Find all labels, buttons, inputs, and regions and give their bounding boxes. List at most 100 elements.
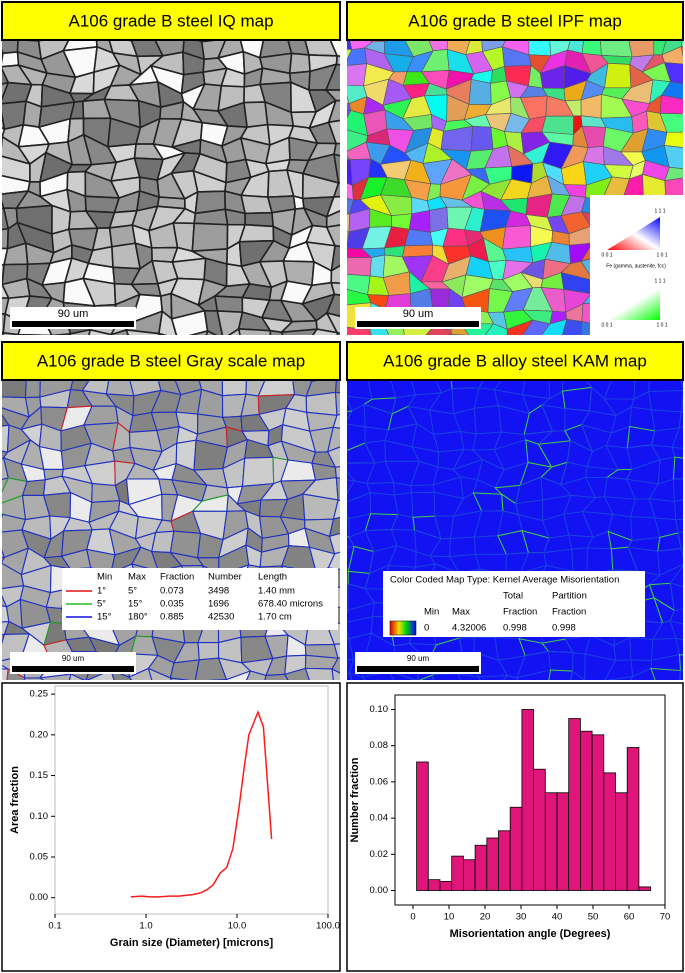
bar	[509, 806, 523, 891]
legend-cell: 15°	[128, 599, 143, 610]
grain	[331, 667, 340, 680]
grain	[17, 333, 54, 335]
grain	[288, 52, 311, 75]
plot-area	[394, 694, 666, 906]
grain	[237, 328, 272, 335]
grain	[335, 55, 340, 66]
legend-cell: 0.885	[160, 612, 184, 623]
grain	[548, 669, 574, 680]
grain	[241, 456, 275, 487]
ipf-label: 1 0 1	[656, 252, 667, 258]
grain	[502, 674, 518, 680]
grain	[88, 328, 113, 335]
x-tick-label: 1.0	[139, 921, 152, 932]
grain	[305, 391, 338, 416]
grain	[404, 229, 434, 247]
legend-cell: 1°	[97, 586, 106, 597]
kam-value: 4.32006	[452, 623, 486, 634]
grain	[680, 46, 683, 57]
grain	[541, 318, 568, 335]
scale-bar-label: 90 um	[403, 308, 434, 320]
grain	[477, 674, 509, 680]
grain	[664, 62, 683, 85]
grain	[369, 254, 386, 278]
grain	[648, 380, 683, 392]
grain	[484, 323, 508, 335]
grain	[679, 380, 683, 389]
kam-colorbar	[389, 620, 417, 636]
grain	[680, 40, 683, 47]
y-tick-label: 0.10	[30, 811, 49, 822]
kam-value: 0.998	[552, 623, 576, 634]
grain	[311, 328, 339, 335]
grain	[2, 668, 9, 680]
x-tick-label: 30	[516, 912, 527, 923]
grain	[663, 131, 683, 148]
bar	[427, 879, 441, 891]
bar	[451, 855, 464, 891]
x-tick-label: 50	[588, 912, 599, 923]
y-tick-label: 0.00	[370, 885, 389, 896]
grain	[630, 667, 656, 680]
bar	[556, 792, 570, 891]
grain	[169, 677, 190, 680]
grain	[506, 319, 534, 335]
y-tick-label: 0.06	[370, 776, 389, 787]
legend-cell: 5°	[128, 586, 137, 597]
grain	[502, 225, 532, 250]
y-tick-label: 0.08	[370, 740, 389, 751]
ipf-label: 0 0 1	[601, 252, 612, 258]
grain	[325, 210, 340, 229]
grain	[333, 142, 340, 157]
title-bar	[1, 1, 341, 41]
x-tick-label: 70	[660, 912, 671, 923]
bar	[615, 792, 628, 891]
grain	[125, 329, 160, 335]
grain	[329, 40, 340, 57]
grain	[659, 113, 683, 133]
bar	[591, 734, 605, 891]
grain	[606, 675, 634, 680]
grain	[331, 657, 340, 674]
bar	[521, 709, 535, 891]
legend-header: Min	[97, 572, 112, 583]
grain	[330, 244, 340, 273]
grain	[224, 670, 252, 680]
kam-header: Partition	[552, 591, 587, 602]
legend-cell: 0.073	[160, 586, 184, 597]
grain	[673, 499, 683, 521]
scale-bar	[357, 666, 479, 672]
legend-cell: 1696	[208, 599, 229, 610]
panel-title: A106 grade B alloy steel KAM map	[383, 351, 647, 370]
grain	[571, 547, 588, 575]
scale-bar	[12, 666, 134, 672]
ipf-label: 0 0 1	[601, 322, 612, 328]
grain	[663, 145, 683, 169]
grain	[679, 669, 683, 680]
boundary-legend	[62, 568, 338, 630]
grain	[669, 608, 683, 625]
y-tick-label: 0.00	[30, 892, 49, 903]
bar	[603, 772, 616, 891]
grain	[330, 264, 340, 285]
grain	[411, 491, 436, 518]
grain	[457, 673, 481, 680]
grain	[516, 669, 552, 680]
bar	[439, 881, 453, 891]
legend-cell: 15°	[97, 612, 112, 623]
grain	[227, 327, 241, 335]
y-tick-label: 0.15	[30, 770, 49, 781]
grain	[280, 328, 319, 335]
kam-header: Total	[503, 591, 523, 602]
legend-header: Fraction	[160, 572, 194, 583]
panel-title: A106 grade B steel Gray scale map	[37, 351, 305, 370]
grain	[283, 667, 310, 680]
y-axis-title: Number fraction	[349, 757, 361, 842]
grain	[650, 667, 681, 680]
grain	[23, 677, 45, 680]
y-tick-label: 0.25	[30, 689, 49, 700]
grain	[672, 456, 683, 480]
x-tick-label: 60	[624, 912, 635, 923]
grain	[325, 224, 340, 248]
grain	[332, 413, 340, 429]
